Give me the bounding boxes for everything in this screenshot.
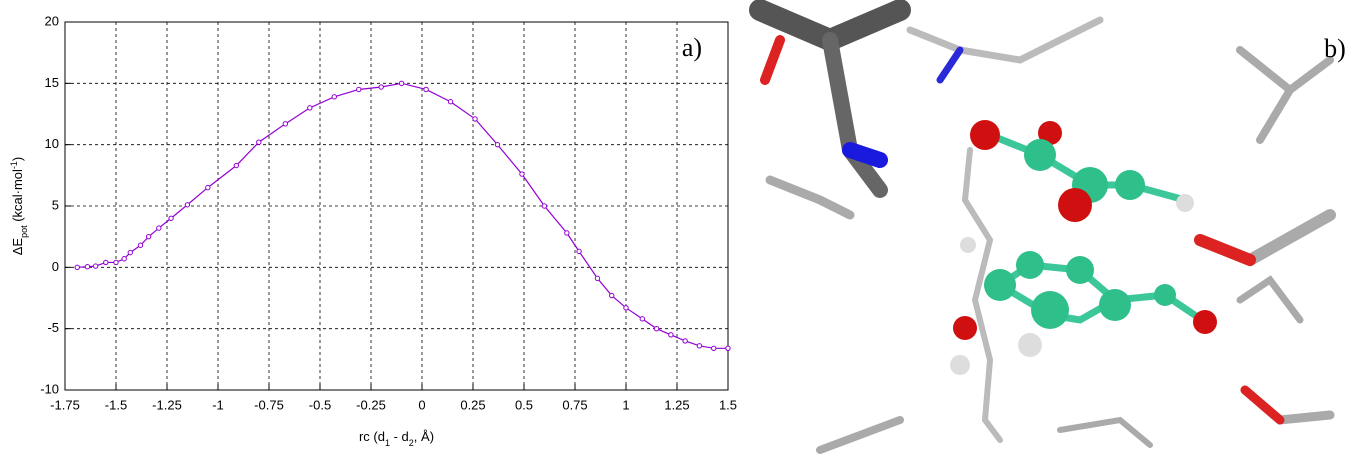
x-tick-label: 1.5 <box>719 397 737 412</box>
data-line <box>77 82 728 349</box>
x-axis-label-part: rc (d <box>359 429 385 444</box>
x-tick-label: -1.25 <box>152 397 182 412</box>
y-tick-label: -10 <box>40 381 59 396</box>
x-tick-label: -1.75 <box>50 397 80 412</box>
data-point <box>725 345 731 351</box>
x-tick-label: 0.5 <box>515 397 533 412</box>
data-point <box>576 248 582 255</box>
x-tick-label: -1.5 <box>105 397 127 412</box>
data-point <box>519 171 525 177</box>
data-point <box>233 162 240 169</box>
data-point <box>307 105 313 111</box>
data-point <box>447 99 454 105</box>
y-tick-label: 0 <box>52 259 59 274</box>
x-axis-label-part: 1 <box>385 438 390 448</box>
data-point <box>84 264 91 270</box>
x-axis-label-part: 2 <box>409 438 414 448</box>
y-tick-label: 10 <box>45 136 59 151</box>
data-point <box>594 275 601 282</box>
data-point <box>156 225 162 231</box>
x-tick-label: -1 <box>212 397 224 412</box>
data-point <box>623 305 629 311</box>
y-tick-label: 5 <box>52 197 59 212</box>
data-point <box>74 264 80 271</box>
y-axis-label-part: -1 <box>9 161 19 169</box>
data-point <box>282 121 289 127</box>
y-tick-label: -5 <box>47 320 59 335</box>
chart: -1.75 -1.5 -1.25 -1 -0.75 -0.5 -0.25 0 0.25 0.5 0.… <box>9 13 737 448</box>
x-tick-label: 1 <box>622 397 629 412</box>
data-point <box>494 141 501 148</box>
x-axis-label-part: , Å) <box>414 429 434 444</box>
y-axis-label-part: ) <box>10 157 25 161</box>
y-axis-label-part: (kcal·mol <box>10 169 25 225</box>
x-axis-label-part: - d <box>390 429 409 444</box>
molecule-view: b) <box>749 0 1346 454</box>
x-tick-label: 1.25 <box>664 397 689 412</box>
data-point <box>92 263 99 269</box>
data-point <box>168 215 174 221</box>
y-axis-label-part: ΔE <box>10 238 25 256</box>
y-tick-label: 15 <box>45 75 59 90</box>
data-point <box>331 94 337 100</box>
data-point <box>184 202 191 208</box>
x-tick-label: 0 <box>418 397 425 412</box>
data-point <box>356 86 362 93</box>
x-tick-label: -0.75 <box>254 397 284 412</box>
data-point <box>472 116 478 122</box>
y-axis-label-part: pot <box>19 225 29 238</box>
data-point <box>711 345 717 351</box>
data-point <box>609 292 615 299</box>
data-point <box>682 338 688 344</box>
x-axis-label: rc (d1 - d2, Å) <box>359 429 434 448</box>
data-point <box>653 325 660 332</box>
data-point <box>113 259 119 266</box>
y-tick-label: 20 <box>45 13 59 28</box>
data-point <box>423 86 429 93</box>
data-point <box>378 84 384 90</box>
data-point <box>668 332 674 338</box>
plot-frame <box>64 21 729 391</box>
data-point <box>103 259 109 266</box>
data-point <box>256 139 262 145</box>
x-tick-label: -0.5 <box>309 397 331 412</box>
data-point <box>121 256 127 262</box>
data-point <box>205 184 211 191</box>
x-tick-label: -0.25 <box>356 397 386 412</box>
y-axis-label: ΔEpot (kcal·mol-1) <box>9 157 29 256</box>
data-point <box>639 316 646 322</box>
panel-label: a) <box>682 33 702 62</box>
x-tick-label: 0.75 <box>562 397 587 412</box>
data-point <box>696 343 703 349</box>
data-point <box>137 242 144 248</box>
x-tick-label: 0.25 <box>460 397 485 412</box>
data-point <box>145 233 152 240</box>
data-point <box>541 203 548 209</box>
data-point <box>564 230 570 236</box>
data-point <box>398 80 405 87</box>
data-point <box>127 249 133 256</box>
panel-label: b) <box>1324 34 1346 63</box>
